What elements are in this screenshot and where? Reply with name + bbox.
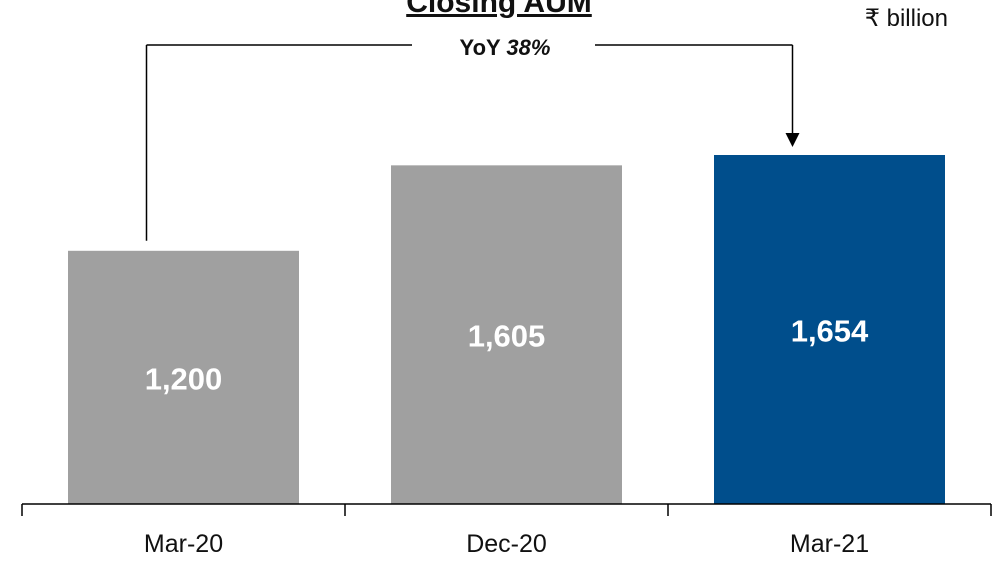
x-tick-label-mar-21: Mar-21 xyxy=(790,530,869,558)
bar-mar-21 xyxy=(714,155,945,504)
bar-mar-20 xyxy=(68,250,299,504)
data-label-dec-20: 1,605 xyxy=(468,319,546,354)
x-tick-label-dec-20: Dec-20 xyxy=(466,530,547,558)
x-tick-label-mar-20: Mar-20 xyxy=(144,530,223,558)
chart-title: Closing AUM xyxy=(406,0,592,19)
yoy-annotation: YoY 38% xyxy=(460,35,551,60)
bar-dec-20 xyxy=(391,165,622,504)
unit-label: ₹ billion xyxy=(864,5,948,32)
data-label-mar-21: 1,654 xyxy=(791,314,869,349)
yoy-arrow-head xyxy=(785,133,800,147)
yoy-prefix: YoY xyxy=(460,35,507,60)
data-label-mar-20: 1,200 xyxy=(145,361,223,396)
yoy-value: 38% xyxy=(506,35,550,60)
